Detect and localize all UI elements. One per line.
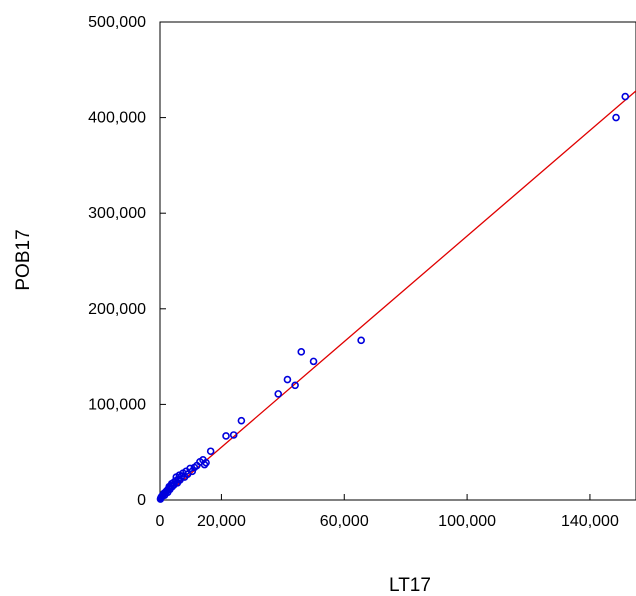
x-tick-label: 60,000 — [320, 513, 369, 530]
plot-frame — [159, 21, 636, 501]
x-tick-label: 140,000 — [561, 513, 619, 530]
x-tick-label: 20,000 — [197, 513, 246, 530]
y-axis-title: POB17 — [13, 229, 34, 290]
data-point — [621, 92, 630, 101]
x-axis-title: LT17 — [389, 575, 431, 596]
data-point — [168, 482, 177, 491]
regression-line — [159, 90, 636, 501]
y-axis-ticks: 0 100,000 200,000 300,000 400,000 500,000 — [88, 14, 166, 509]
fit-line-layer — [159, 90, 636, 501]
data-point — [274, 390, 283, 398]
x-tick-label: 0 — [156, 513, 165, 530]
data-point — [222, 432, 230, 440]
y-tick-label: 0 — [137, 492, 146, 509]
y-tick-label: 200,000 — [88, 301, 146, 318]
data-point — [202, 458, 210, 467]
data-point — [229, 431, 238, 439]
data-point — [357, 336, 365, 345]
data-point — [297, 348, 306, 356]
x-axis-ticks: 0 20,000 60,000 100,000 140,000 — [156, 494, 619, 530]
y-tick-label: 400,000 — [88, 110, 146, 127]
data-point — [309, 357, 318, 366]
y-tick-label: 100,000 — [88, 396, 146, 413]
data-point — [291, 381, 299, 390]
data-point — [237, 416, 246, 425]
points-layer — [156, 92, 630, 503]
x-tick-label: 100,000 — [438, 513, 496, 530]
data-point — [206, 447, 215, 456]
y-tick-label: 300,000 — [88, 205, 146, 222]
data-point — [612, 113, 620, 122]
data-point — [283, 375, 292, 384]
y-tick-label: 500,000 — [88, 14, 146, 31]
